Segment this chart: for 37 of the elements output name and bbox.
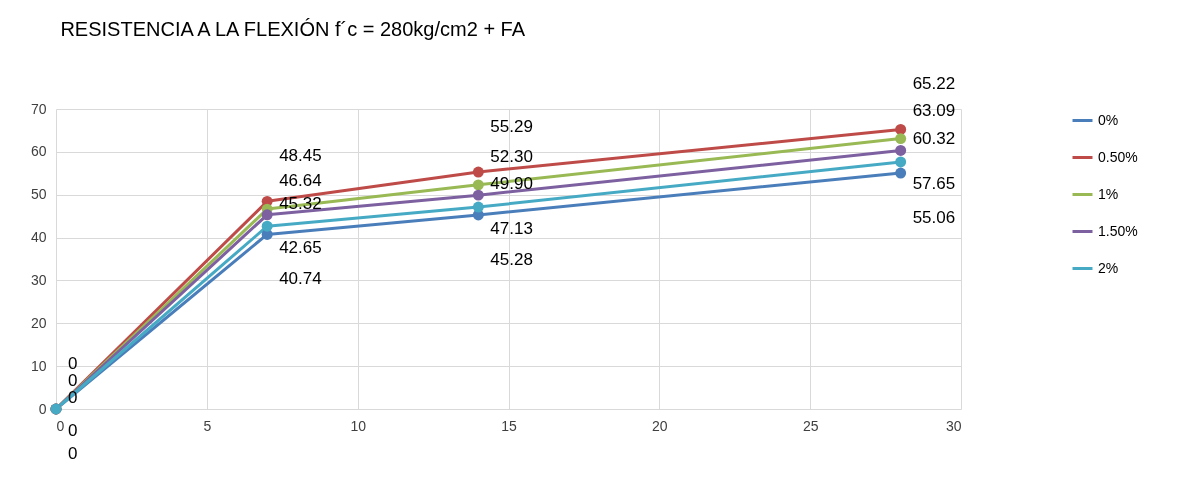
data-label: 55.06 bbox=[912, 208, 956, 228]
x-tick-label: 5 bbox=[203, 417, 212, 434]
x-tick-label: 25 bbox=[802, 417, 819, 434]
data-label: 0 bbox=[68, 444, 78, 463]
data-label: 42.65 bbox=[279, 238, 322, 258]
x-tick-label: 20 bbox=[652, 417, 668, 434]
legend-label: 0% bbox=[1098, 111, 1119, 128]
y-tick-label: 50 bbox=[30, 186, 47, 203]
data-label: 46.64 bbox=[279, 171, 322, 191]
data-label: 63.09 bbox=[912, 100, 956, 120]
data-label: 57.65 bbox=[912, 173, 956, 193]
data-label: 40.74 bbox=[279, 269, 322, 289]
data-label: 0 bbox=[68, 354, 78, 373]
legend-label: 0.50% bbox=[1098, 148, 1138, 165]
legend-label: 1% bbox=[1098, 185, 1119, 202]
data-label: 55.29 bbox=[490, 117, 533, 137]
y-tick-label: 10 bbox=[30, 357, 47, 374]
y-tick-label: 40 bbox=[30, 229, 47, 246]
y-tick-label: 60 bbox=[30, 143, 47, 160]
data-label: 60.32 bbox=[912, 129, 956, 149]
x-tick-label: 30 bbox=[945, 417, 962, 434]
data-label: 48.45 bbox=[279, 146, 322, 166]
y-tick-label: 30 bbox=[30, 271, 47, 288]
y-tick-label: 70 bbox=[30, 100, 47, 117]
x-tick-label: 15 bbox=[501, 417, 517, 434]
legend-label: 2% bbox=[1098, 259, 1119, 276]
chart-title: RESISTENCIA A LA FLEXIÓN f´c = 280kg/cm2 + FA bbox=[60, 18, 526, 41]
y-tick-label: 0 bbox=[38, 400, 47, 417]
legend-label: 1.50% bbox=[1098, 222, 1138, 239]
x-tick-label: 0 bbox=[56, 417, 65, 434]
x-tick-label: 10 bbox=[350, 417, 367, 434]
data-label: 45.28 bbox=[490, 249, 533, 269]
data-label: 47.13 bbox=[490, 219, 533, 239]
y-tick-label: 20 bbox=[30, 314, 47, 331]
data-label: 52.30 bbox=[490, 146, 533, 166]
data-label: 65.22 bbox=[912, 74, 956, 94]
data-label: 0 bbox=[68, 371, 78, 390]
